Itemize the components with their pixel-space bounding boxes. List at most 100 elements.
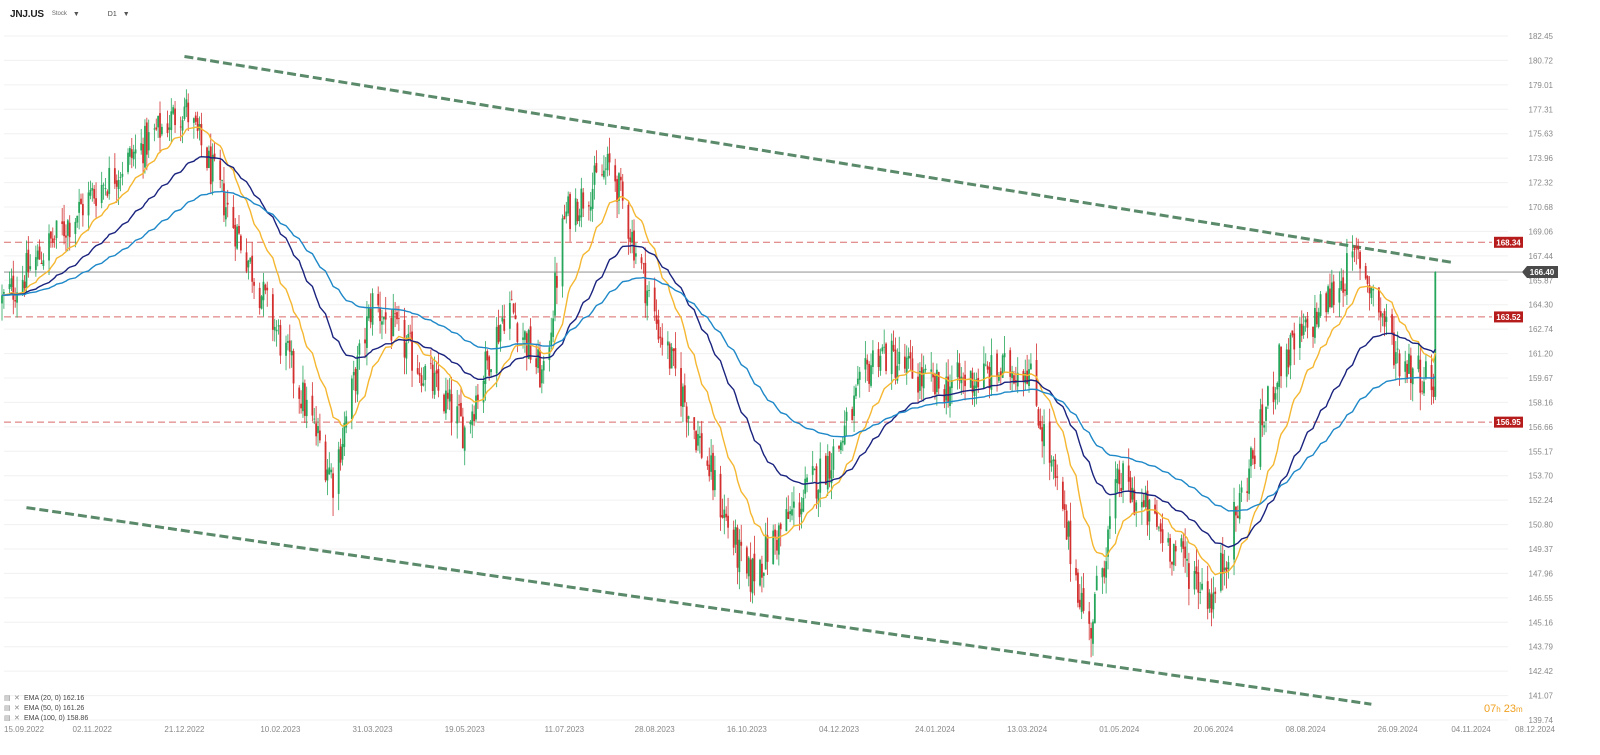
- y-tick-label: 177.31: [1529, 105, 1554, 114]
- candle-body: [488, 356, 491, 376]
- candle-body: [1092, 621, 1094, 644]
- candle-body: [1246, 491, 1249, 494]
- candle-body: [832, 446, 835, 470]
- candle-body: [1227, 562, 1230, 570]
- candle-body: [302, 382, 304, 412]
- candle-body: [1016, 372, 1019, 387]
- close-icon[interactable]: ✕: [14, 705, 20, 712]
- legend-ema50-label: EMA (50, 0) 161.26: [24, 705, 85, 712]
- y-tick-label: 149.37: [1529, 545, 1554, 554]
- candle-body: [508, 302, 511, 329]
- candle-countdown: 07h 23m: [1484, 703, 1523, 715]
- candle-body: [751, 558, 754, 594]
- candle-body: [1118, 469, 1121, 485]
- candle-body: [36, 250, 39, 260]
- candle-body: [693, 417, 696, 430]
- candle-body: [569, 193, 571, 230]
- candle-body: [343, 422, 346, 448]
- candle-body: [437, 368, 440, 391]
- candle-body: [710, 455, 713, 472]
- legend-ema100[interactable]: ▤ ✕ EMA (100, 0) 158.86: [4, 714, 88, 724]
- candle-body: [394, 313, 397, 315]
- candle-body: [603, 170, 605, 178]
- candle-body: [1157, 527, 1160, 529]
- candle-body: [1391, 314, 1393, 333]
- candle-body: [1287, 349, 1290, 368]
- legend-ema20[interactable]: ▤ ✕ EMA (20, 0) 162.16: [4, 694, 88, 704]
- x-tick-label: 10.02.2023: [260, 725, 301, 734]
- candle-body: [535, 358, 538, 368]
- close-icon[interactable]: ✕: [14, 715, 20, 722]
- candle-body: [595, 163, 598, 173]
- candle-body: [713, 470, 716, 491]
- y-tick-label: 165.87: [1529, 276, 1554, 285]
- candle-body: [1148, 499, 1151, 522]
- y-tick-label: 162.74: [1529, 325, 1554, 334]
- candle-body: [1393, 332, 1395, 366]
- symbol-label[interactable]: JNJ.US: [10, 8, 44, 20]
- close-icon[interactable]: ✕: [14, 695, 20, 702]
- candle-body: [232, 207, 235, 229]
- candle-body: [1233, 501, 1235, 560]
- candle-body: [697, 433, 699, 446]
- candle-body: [238, 225, 240, 234]
- candle-body: [424, 365, 427, 380]
- candle-body: [1327, 286, 1329, 313]
- candle-body: [924, 368, 927, 371]
- candle-body: [811, 466, 814, 475]
- candle-body: [1199, 591, 1202, 593]
- candle-body: [1090, 627, 1092, 639]
- candle-body: [21, 279, 24, 294]
- y-tick-label: 155.17: [1529, 447, 1554, 456]
- candle-body: [621, 181, 624, 201]
- candle-body: [1024, 373, 1027, 384]
- y-tick-label: 173.96: [1529, 154, 1554, 163]
- symbol-dropdown-icon[interactable]: ▼: [72, 10, 80, 18]
- candle-body: [422, 383, 425, 386]
- candle-body: [917, 376, 919, 393]
- candle-body: [1423, 381, 1425, 394]
- candle-body: [1248, 468, 1250, 494]
- candle-body: [38, 246, 41, 260]
- candle-body: [290, 350, 293, 356]
- candle-body: [740, 541, 743, 546]
- candle-body: [1221, 553, 1224, 575]
- candle-body: [219, 160, 222, 181]
- candle-body: [1263, 425, 1266, 428]
- x-axis: 15.09.2022 02.11.2022 21.12.2022 10.02.2023…: [4, 725, 1556, 734]
- candle-body: [1208, 592, 1211, 609]
- candle-body: [147, 132, 150, 151]
- candle-body: [828, 451, 831, 479]
- candle-body: [578, 215, 581, 221]
- settings-icon[interactable]: ▤: [4, 695, 11, 702]
- candle-body: [932, 374, 934, 378]
- timeframe-dropdown-icon[interactable]: ▼: [122, 10, 130, 18]
- candle-body: [377, 293, 380, 306]
- candle-body: [529, 326, 532, 360]
- candle-body: [443, 394, 445, 412]
- settings-icon[interactable]: ▤: [4, 715, 11, 722]
- candle-body: [1425, 361, 1427, 378]
- candle-body: [819, 458, 822, 493]
- candle-body: [1344, 289, 1346, 291]
- legend-ema20-label: EMA (20, 0) 162.16: [24, 695, 85, 702]
- candle-body: [271, 294, 274, 330]
- candle-body: [209, 146, 212, 185]
- level-tag: [1494, 236, 1523, 248]
- candle-body: [640, 257, 643, 264]
- candle-body: [100, 184, 103, 203]
- settings-icon[interactable]: ▤: [4, 705, 11, 712]
- candle-body: [1063, 504, 1066, 511]
- candle-body: [1253, 455, 1256, 465]
- legend-ema50[interactable]: ▤ ✕ EMA (50, 0) 161.26: [4, 704, 88, 714]
- y-tick-label: 156.66: [1529, 423, 1554, 432]
- candle-body: [619, 176, 622, 181]
- candle-body: [591, 188, 594, 209]
- y-tick-label: 164.30: [1529, 301, 1554, 310]
- candle-body: [947, 376, 950, 402]
- candle-body: [1159, 523, 1162, 532]
- timeframe-label[interactable]: D1: [107, 10, 117, 18]
- candle-body: [461, 416, 464, 449]
- candle-body: [1026, 370, 1029, 384]
